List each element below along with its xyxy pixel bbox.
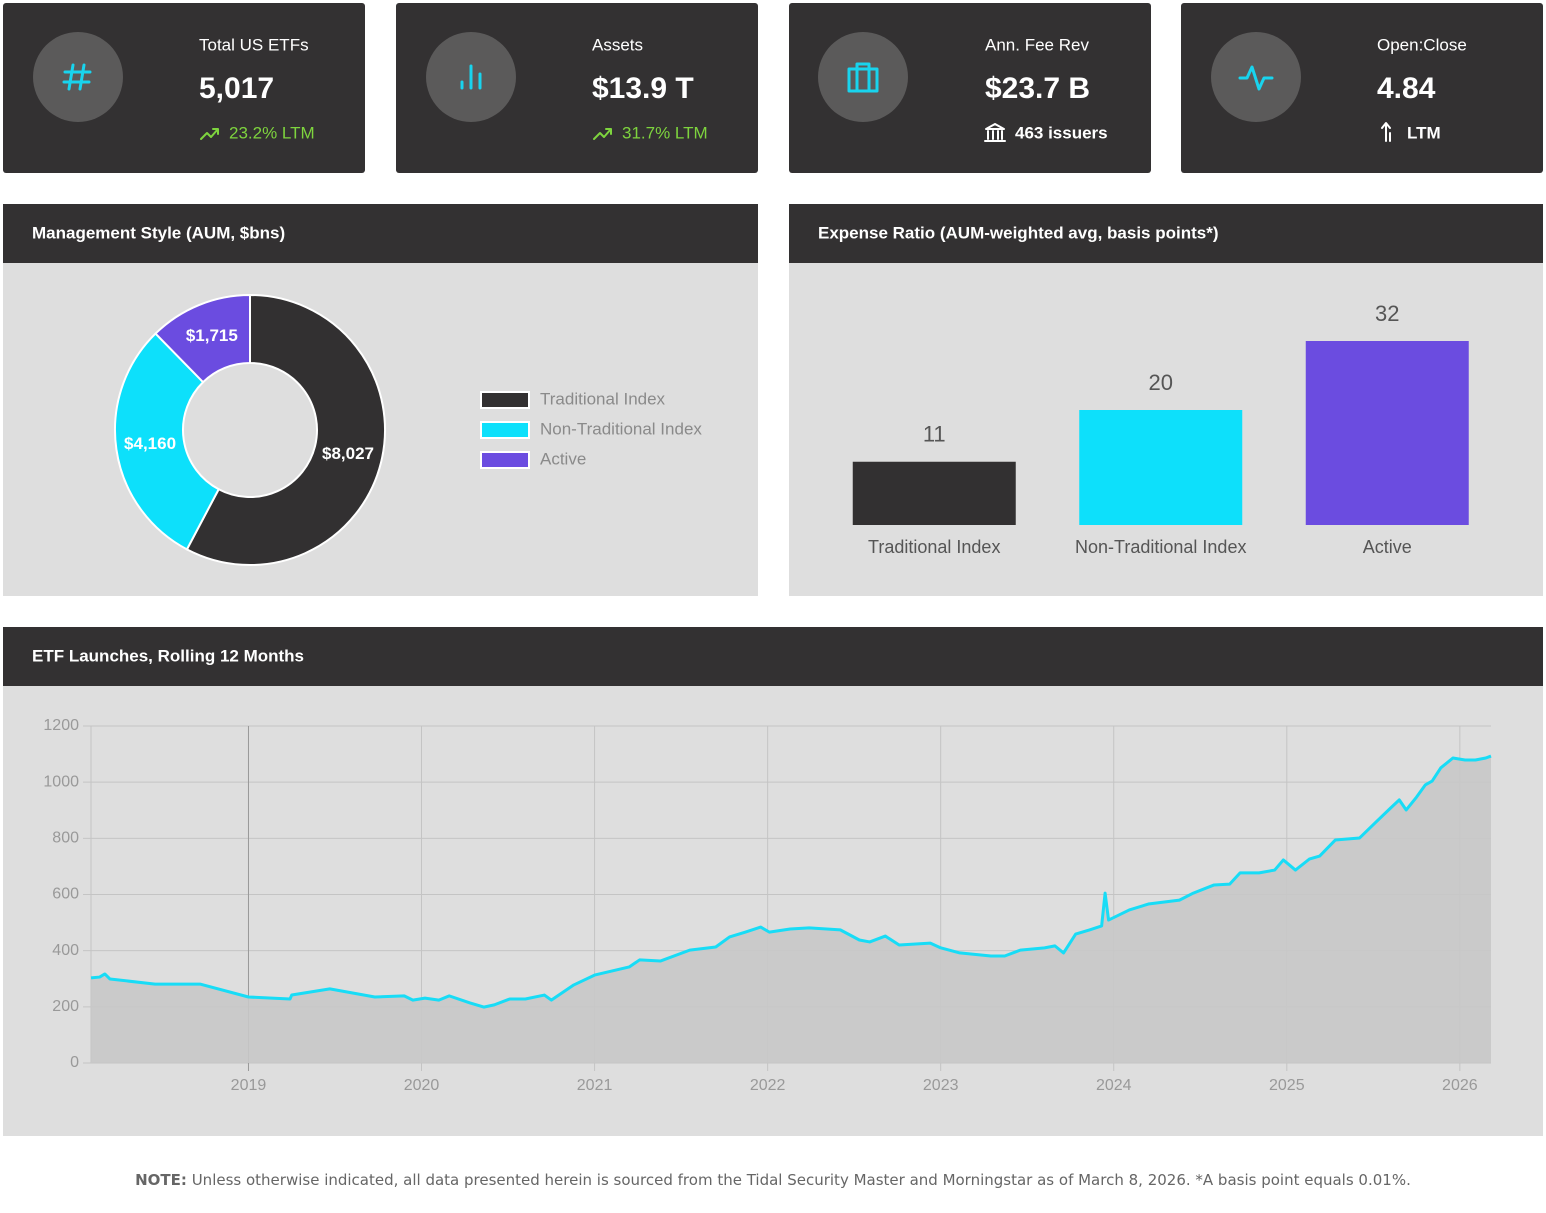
x-tick-label: 2020: [404, 1077, 440, 1094]
panel-title: Management Style (AUM, $bns): [32, 223, 285, 242]
note-text: Unless otherwise indicated, all data pre…: [192, 1171, 1411, 1189]
x-tick-label: Traditional Index: [868, 537, 1000, 557]
note: NOTE: Unless otherwise indicated, all da…: [135, 1171, 1411, 1189]
slice-label: $1,715: [186, 326, 238, 345]
legend-label: Traditional Index: [540, 389, 666, 408]
donut-slice: [154, 293, 251, 384]
card-label: Ann. Fee Rev: [985, 35, 1089, 54]
panel-title: ETF Launches, Rolling 12 Months: [32, 646, 304, 665]
slice-label: $8,027: [322, 444, 374, 463]
bar: [852, 461, 1016, 525]
updown-icon: [1381, 122, 1391, 142]
card-value: $13.9 T: [592, 72, 694, 105]
panel-header: [3, 627, 1543, 686]
bar-icon: [460, 64, 482, 90]
card-label: Assets: [592, 35, 643, 54]
x-tick-label: 2023: [923, 1077, 959, 1094]
y-tick-label: 0: [70, 1054, 79, 1071]
area: [91, 756, 1491, 1063]
donut-slice: [185, 293, 386, 566]
x-tick-label: Non-Traditional Index: [1075, 537, 1246, 557]
card-change: 23.2% LTM: [229, 123, 315, 142]
bar-value-label: 32: [1375, 301, 1399, 326]
x-tick-label: 2021: [577, 1077, 613, 1094]
y-tick-label: 800: [52, 830, 79, 847]
legend-swatch: [480, 451, 530, 469]
pulse-icon: [1238, 65, 1274, 91]
slice-label: $4,160: [124, 434, 176, 453]
card-value: $23.7 B: [985, 72, 1090, 105]
donut-slice: [114, 332, 221, 551]
trend-icon: [200, 128, 219, 140]
bar: [1079, 410, 1243, 525]
change-icons: [200, 122, 1391, 142]
bar-value-label: 20: [1149, 370, 1173, 395]
card-change: LTM: [1407, 123, 1441, 142]
icons: [62, 62, 1274, 93]
bar: [1305, 341, 1469, 525]
icon-circle: [818, 32, 908, 122]
card-value: 4.84: [1377, 72, 1436, 105]
x-tick-label: 2022: [750, 1077, 786, 1094]
briefcase-icon: [847, 62, 879, 93]
charts: Total US ETFs 5,017 23.2% LTM Assets $13.9 T…: [32, 35, 1492, 1094]
x-tick-label: 2025: [1269, 1077, 1305, 1094]
y-tick-label: 400: [52, 942, 79, 959]
x-tick-label: 2019: [231, 1077, 267, 1094]
icon-circle: [33, 32, 123, 122]
bar-value-label: 11: [923, 422, 946, 447]
y-tick-label: 600: [52, 886, 79, 903]
y-tick-label: 1200: [43, 717, 79, 734]
y-tick-label: 1000: [43, 773, 79, 790]
panel-title: Expense Ratio (AUM-weighted avg, basis p…: [818, 223, 1219, 242]
card-change: 463 issuers: [1015, 123, 1108, 142]
legend-swatch: [480, 391, 530, 409]
card-change: 31.7% LTM: [622, 123, 708, 142]
legend-label: Non-Traditional Index: [540, 419, 702, 438]
legend-swatch: [480, 421, 530, 439]
note-label: NOTE:: [135, 1171, 187, 1189]
x-tick-label: 2024: [1096, 1077, 1132, 1094]
line: [90, 754, 1492, 1009]
card-value: 5,017: [199, 72, 274, 105]
bank-icon: [984, 123, 1006, 142]
x-tick-label: Active: [1363, 537, 1412, 557]
panel-header: [789, 204, 1543, 263]
panel-header: [3, 204, 758, 263]
card-label: Open:Close: [1377, 35, 1467, 54]
x-tick-label: 2026: [1442, 1077, 1478, 1094]
card-label: Total US ETFs: [199, 35, 309, 54]
trend-icon: [593, 128, 612, 140]
legend-label: Active: [540, 449, 586, 468]
y-tick-label: 200: [52, 998, 79, 1015]
hash-icon: [62, 63, 92, 91]
